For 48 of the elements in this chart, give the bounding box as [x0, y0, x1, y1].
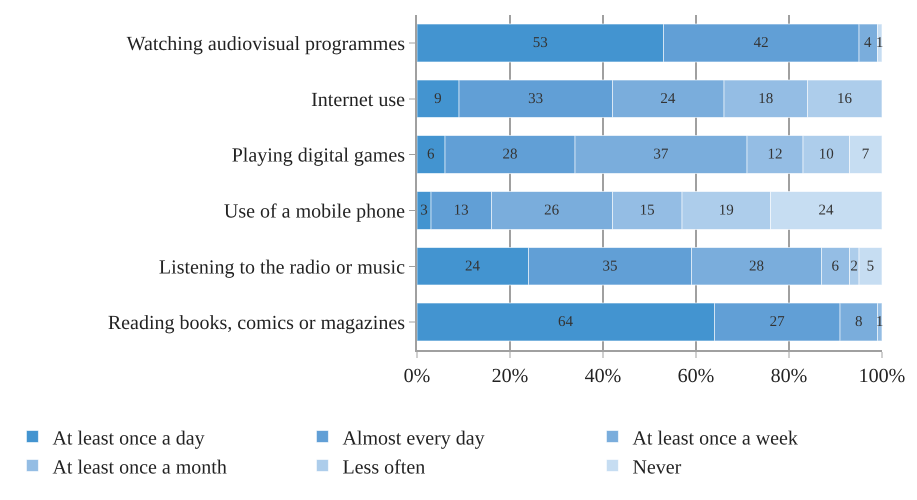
x-tick-label: 40% — [584, 365, 622, 387]
data-label: 19 — [718, 202, 734, 218]
data-label: 35 — [602, 258, 618, 274]
data-label: 8 — [855, 314, 862, 330]
x-tick-label: 0% — [404, 365, 430, 387]
data-label: 18 — [758, 90, 774, 107]
data-label: 13 — [454, 202, 469, 218]
data-label: 24 — [818, 202, 834, 218]
legend-label: Less often — [342, 456, 426, 478]
y-tick-label: Use of a mobile phone — [224, 200, 406, 222]
data-label: 28 — [748, 258, 764, 274]
data-label: 7 — [862, 146, 870, 163]
data-label: 3 — [420, 202, 428, 218]
legend-label: Almost every day — [342, 427, 485, 450]
x-tick-label: 100% — [858, 365, 906, 387]
data-label: 5 — [866, 258, 874, 274]
data-label: 10 — [818, 146, 834, 163]
data-label: 6 — [426, 146, 435, 163]
data-label: 42 — [754, 34, 769, 51]
x-tick-label: 80% — [770, 365, 808, 387]
y-tick-label: Watching audiovisual programmes — [126, 32, 406, 55]
x-tick-label: 20% — [492, 365, 528, 387]
data-label: 6 — [832, 258, 840, 274]
y-tick-label: Listening to the radio or music — [158, 256, 406, 278]
data-label: 24 — [660, 90, 676, 107]
y-tick-label: Internet use — [311, 88, 406, 111]
data-label: 15 — [640, 202, 655, 218]
data-label: 28 — [502, 146, 518, 163]
y-tick-label: Reading books, comics or magazines — [108, 312, 406, 334]
data-label: 4 — [864, 34, 872, 51]
data-label: 2 — [850, 258, 858, 274]
data-label: 37 — [653, 146, 669, 163]
data-label: 33 — [528, 90, 544, 107]
data-label: 64 — [558, 314, 574, 330]
data-label: 12 — [768, 146, 783, 163]
legend-label: At least once a day — [52, 427, 205, 450]
data-label: 16 — [837, 90, 853, 107]
legend-label: At least once a month — [52, 456, 227, 478]
x-tick-label: 60% — [678, 365, 714, 387]
legend-label: Never — [632, 456, 682, 478]
data-label: 24 — [465, 258, 481, 274]
legend-label: At least once a week — [632, 427, 798, 450]
data-label: 53 — [532, 34, 548, 51]
data-label: 1 — [876, 34, 884, 51]
data-label: 26 — [544, 202, 560, 218]
data-label: 27 — [770, 314, 786, 330]
data-label: 9 — [434, 90, 442, 107]
y-tick-label: Playing digital games — [232, 144, 406, 167]
